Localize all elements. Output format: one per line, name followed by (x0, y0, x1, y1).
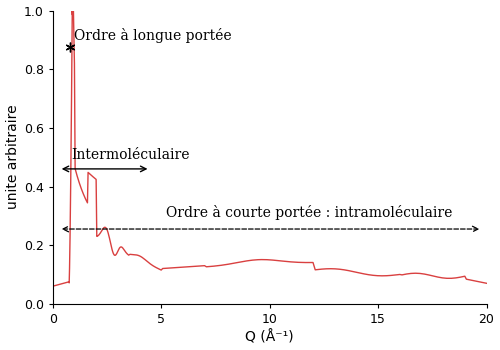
Text: Intermoléculaire: Intermoléculaire (71, 148, 190, 162)
Text: Ordre à courte portée : intramoléculaire: Ordre à courte portée : intramoléculaire (166, 205, 452, 220)
Y-axis label: unite arbitraire: unite arbitraire (6, 105, 20, 210)
X-axis label: Q (Å⁻¹): Q (Å⁻¹) (246, 330, 294, 344)
Text: Ordre à longue portée: Ordre à longue portée (74, 28, 232, 43)
